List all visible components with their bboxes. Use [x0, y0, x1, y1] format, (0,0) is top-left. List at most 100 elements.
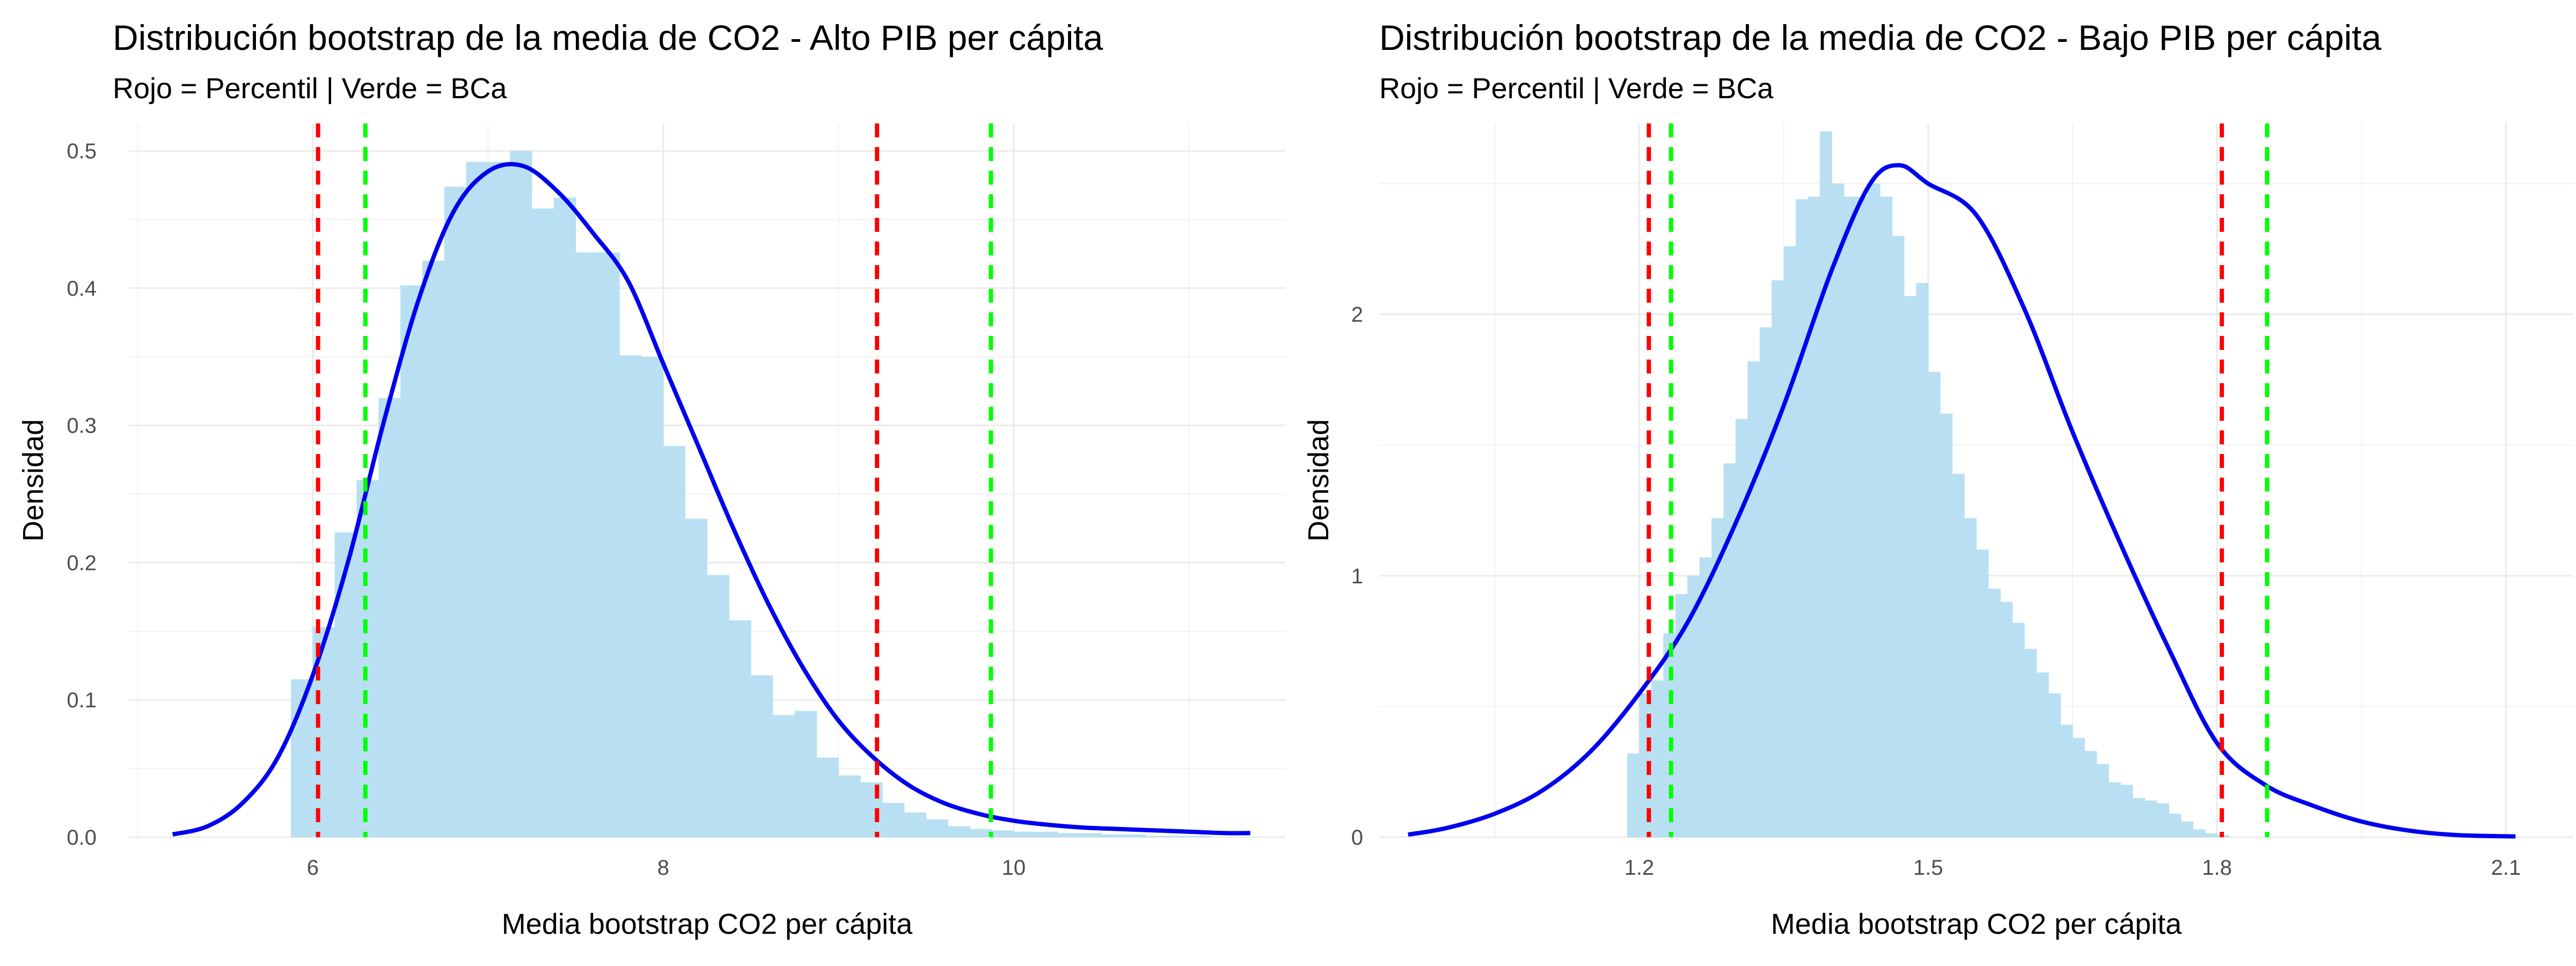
histogram-bar [378, 398, 401, 837]
histogram-bar [1639, 693, 1652, 837]
histogram-bar [1772, 280, 1784, 838]
histogram-bar [1964, 518, 1977, 837]
histogram-bar [2048, 693, 2061, 837]
histogram-bar [663, 446, 686, 837]
histogram-bar [2012, 623, 2025, 837]
histogram-bar [2096, 764, 2109, 837]
histogram-bar [2024, 649, 2037, 837]
x-axis-label: Media bootstrap CO2 per cápita [502, 908, 913, 940]
histogram-bar [2060, 724, 2073, 837]
y-tick-label: 0.4 [67, 277, 97, 301]
histogram-bar [641, 356, 664, 837]
histogram-bar [1167, 836, 1190, 837]
histogram-bar [2084, 751, 2097, 837]
histogram-bar [2072, 737, 2085, 837]
histogram-bar [707, 575, 729, 837]
histogram-bar [1687, 575, 1700, 837]
histogram-bar [488, 162, 510, 838]
histogram-bar [1928, 371, 1941, 837]
x-tick-label: 1.5 [1913, 856, 1943, 880]
histogram-bar [1892, 236, 1905, 837]
histogram-bar [1675, 594, 1688, 837]
histogram-bar [1057, 833, 1080, 837]
histogram-bar [1868, 184, 1880, 837]
histogram-bar [2120, 785, 2133, 837]
histogram-bar [1699, 557, 1712, 837]
histogram-bar [1783, 246, 1796, 837]
histogram-bar [1759, 327, 1772, 837]
histogram-bar [1145, 836, 1168, 837]
histogram-bar [1976, 550, 1989, 837]
histogram-bar [553, 197, 576, 838]
histogram-bar [1663, 633, 1676, 837]
histogram-bar [2156, 803, 2169, 837]
histogram-bar [2193, 829, 2206, 837]
density-curve [1408, 163, 2516, 839]
histogram-bar [510, 151, 532, 838]
y-tick-label: 2 [1351, 303, 1363, 327]
histogram-bar [1651, 680, 1664, 837]
density-curve [172, 162, 1250, 837]
histogram-bar [685, 518, 708, 837]
histogram-bar [1123, 834, 1146, 837]
histogram-bar [992, 830, 1014, 837]
histogram-bar [400, 285, 423, 838]
chart-plot: 1.2 1.5 1.8 2.1 0 1 2 Media bootstrap CO2 per c… [1302, 123, 2573, 940]
histogram-bar [2145, 800, 2157, 837]
histogram-bar [2180, 821, 2193, 837]
histogram-bar [860, 782, 883, 837]
y-tick-label: 0.1 [67, 689, 97, 712]
histogram-bar [356, 480, 379, 837]
histogram-bar [2000, 602, 2013, 837]
histogram-bar [422, 260, 445, 837]
chart-subtitle: Rojo = Percentil | Verde = BCa [113, 72, 507, 105]
histogram-bar [1988, 589, 2001, 837]
chart-subtitle: Rojo = Percentil | Verde = BCa [1379, 72, 1774, 105]
histogram-bar [1819, 131, 1832, 838]
histogram-bar [970, 829, 992, 837]
histogram-bar [882, 803, 905, 837]
histogram-bar [2036, 672, 2049, 837]
histogram-bar [1735, 419, 1748, 837]
histogram-bar [1952, 473, 1965, 837]
histogram-bar [1079, 833, 1102, 837]
x-axis-label: Media bootstrap CO2 per cápita [1771, 908, 2182, 940]
histogram-bar [1904, 296, 1916, 837]
histogram-bar [904, 812, 927, 837]
histogram-bar [948, 826, 970, 837]
histogram-bar [575, 252, 598, 837]
histogram-bar [1013, 831, 1036, 837]
histogram-bar [1843, 196, 1856, 837]
x-tick-label: 6 [307, 856, 319, 880]
histogram-bar [1189, 836, 1211, 837]
histogram-bar [816, 757, 839, 837]
y-tick-label: 0.5 [67, 140, 97, 163]
histogram-bar [772, 715, 795, 837]
chart-title: Distribución bootstrap de la media de CO… [1379, 18, 2382, 57]
histogram-bar [729, 620, 751, 837]
histogram-bar [2169, 814, 2182, 837]
y-axis-label: Densidad [17, 419, 49, 541]
histogram-bar [1723, 463, 1736, 837]
histogram-bar [1035, 831, 1058, 837]
y-tick-label: 0.0 [67, 826, 97, 850]
histogram-bar [1711, 518, 1724, 837]
histogram-bar [1627, 753, 1640, 837]
y-axis-label: Densidad [1302, 419, 1335, 541]
histogram-bar [1796, 199, 1809, 838]
histogram-bar [1856, 196, 1869, 837]
x-tick-label: 1.2 [1624, 856, 1655, 880]
x-tick-label: 8 [657, 856, 669, 880]
histogram-bar [2109, 782, 2121, 837]
chart-panel-bajo-pib: Distribución bootstrap de la media de CO… [1288, 0, 2576, 966]
histogram-bar [619, 355, 642, 837]
histogram-bar [1832, 184, 1845, 837]
chart-title: Distribución bootstrap de la media de CO… [113, 18, 1103, 57]
histogram-bar [2133, 797, 2146, 837]
histogram-bar [1880, 196, 1893, 837]
histogram-bar [334, 532, 357, 837]
y-tick-label: 0 [1351, 826, 1363, 850]
histogram-bar [751, 675, 773, 837]
histogram-bar [1807, 196, 1820, 837]
histogram-bar [1747, 361, 1760, 837]
